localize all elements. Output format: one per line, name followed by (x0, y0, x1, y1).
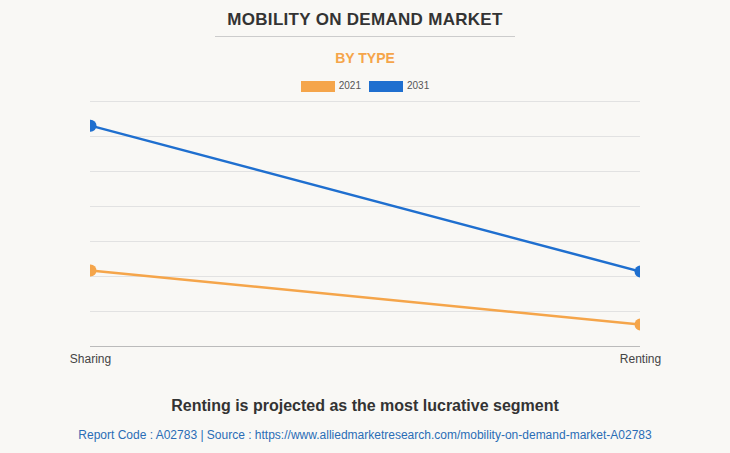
html-text:2021: 2021 (338, 80, 361, 91)
html-text:Renting is projected as the mo: Renting is projected as the most lucrati… (171, 397, 559, 414)
html-text:2031: 2031 (407, 80, 430, 91)
html-text:Report Code : A02783 | Source: Report Code : A02783 | Source : https://… (78, 428, 652, 442)
svg-text:Sharing: Sharing (70, 352, 111, 366)
html-text:BY TYPE: BY TYPE (335, 50, 395, 66)
html-text:MOBILITY ON DEMAND MARKET: MOBILITY ON DEMAND MARKET (227, 10, 503, 29)
svg-text:Renting: Renting (620, 352, 661, 366)
